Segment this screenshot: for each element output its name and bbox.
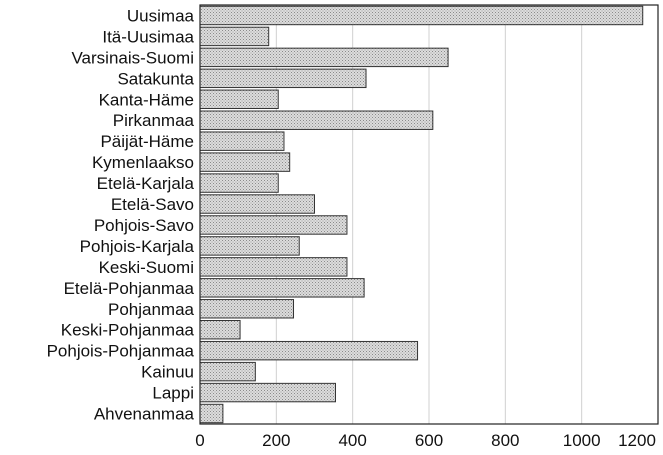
- bar-kymenlaakso: [199, 152, 291, 172]
- bar-päijät-häme: [199, 131, 285, 151]
- x-tick-label: 400: [338, 431, 366, 450]
- bar-varsinais-suomi: [199, 47, 449, 68]
- category-label: Pohjois-Savo: [94, 216, 194, 235]
- category-label: Kanta-Häme: [99, 90, 194, 109]
- bar-keski-suomi: [199, 257, 348, 277]
- category-label: Etelä-Pohjanmaa: [64, 279, 195, 298]
- bar-satakunta: [199, 68, 367, 89]
- bar-pohjois-pohjanmaa: [199, 340, 419, 361]
- bar-uusimaa: [199, 5, 644, 26]
- category-label: Varsinais-Suomi: [71, 48, 194, 67]
- category-label: Keski-Pohjanmaa: [61, 321, 195, 340]
- x-tick-label: 1000: [563, 431, 601, 450]
- category-label: Pirkanmaa: [113, 111, 195, 130]
- category-label: Etelä-Karjala: [97, 174, 195, 193]
- category-label: Pohjanmaa: [108, 300, 195, 319]
- bar-kainuu: [199, 361, 256, 382]
- bar-pirkanmaa: [199, 110, 434, 130]
- bar-keski-pohjanmaa: [199, 320, 241, 340]
- bars: [199, 5, 644, 424]
- bar-etelä-pohjanmaa: [199, 278, 365, 298]
- x-tick-label: 200: [262, 431, 290, 450]
- bar-etelä-karjala: [199, 173, 279, 193]
- category-label: Satakunta: [117, 69, 194, 88]
- x-tick-label: 0: [195, 431, 204, 450]
- bar-pohjois-savo: [199, 215, 348, 235]
- bar-ahvenanmaa: [199, 403, 224, 424]
- category-label: Uusimaa: [127, 6, 195, 25]
- bar-etelä-savo: [199, 194, 315, 214]
- bar-pohjois-karjala: [199, 236, 300, 256]
- bar-kanta-häme: [199, 89, 279, 109]
- bar-pohjanmaa: [199, 299, 295, 319]
- category-label: Kainuu: [141, 363, 194, 382]
- x-tick-label: 600: [415, 431, 443, 450]
- bar-itä-uusimaa: [199, 26, 270, 47]
- category-label: Lappi: [152, 384, 194, 403]
- category-label: Kymenlaakso: [92, 153, 194, 172]
- category-label: Ahvenanmaa: [94, 405, 195, 424]
- category-label: Pohjois-Pohjanmaa: [47, 342, 195, 361]
- grid-lines: [275, 5, 583, 424]
- category-label: Keski-Suomi: [99, 258, 194, 277]
- category-labels: Uusimaa Itä-Uusimaa Varsinais-Suomi Satakun…: [47, 6, 195, 423]
- category-label: Pohjois-Karjala: [80, 237, 195, 256]
- category-label: Itä-Uusimaa: [102, 27, 194, 46]
- plot-frame: [199, 4, 659, 425]
- category-label: Päijät-Häme: [100, 132, 194, 151]
- x-tick-label: 800: [491, 431, 519, 450]
- x-tick-labels: 0 200 400 600 800 1000 1200: [195, 431, 656, 450]
- bar-lappi: [199, 382, 336, 403]
- category-label: Etelä-Savo: [111, 195, 194, 214]
- x-tick-label: 1200: [618, 431, 656, 450]
